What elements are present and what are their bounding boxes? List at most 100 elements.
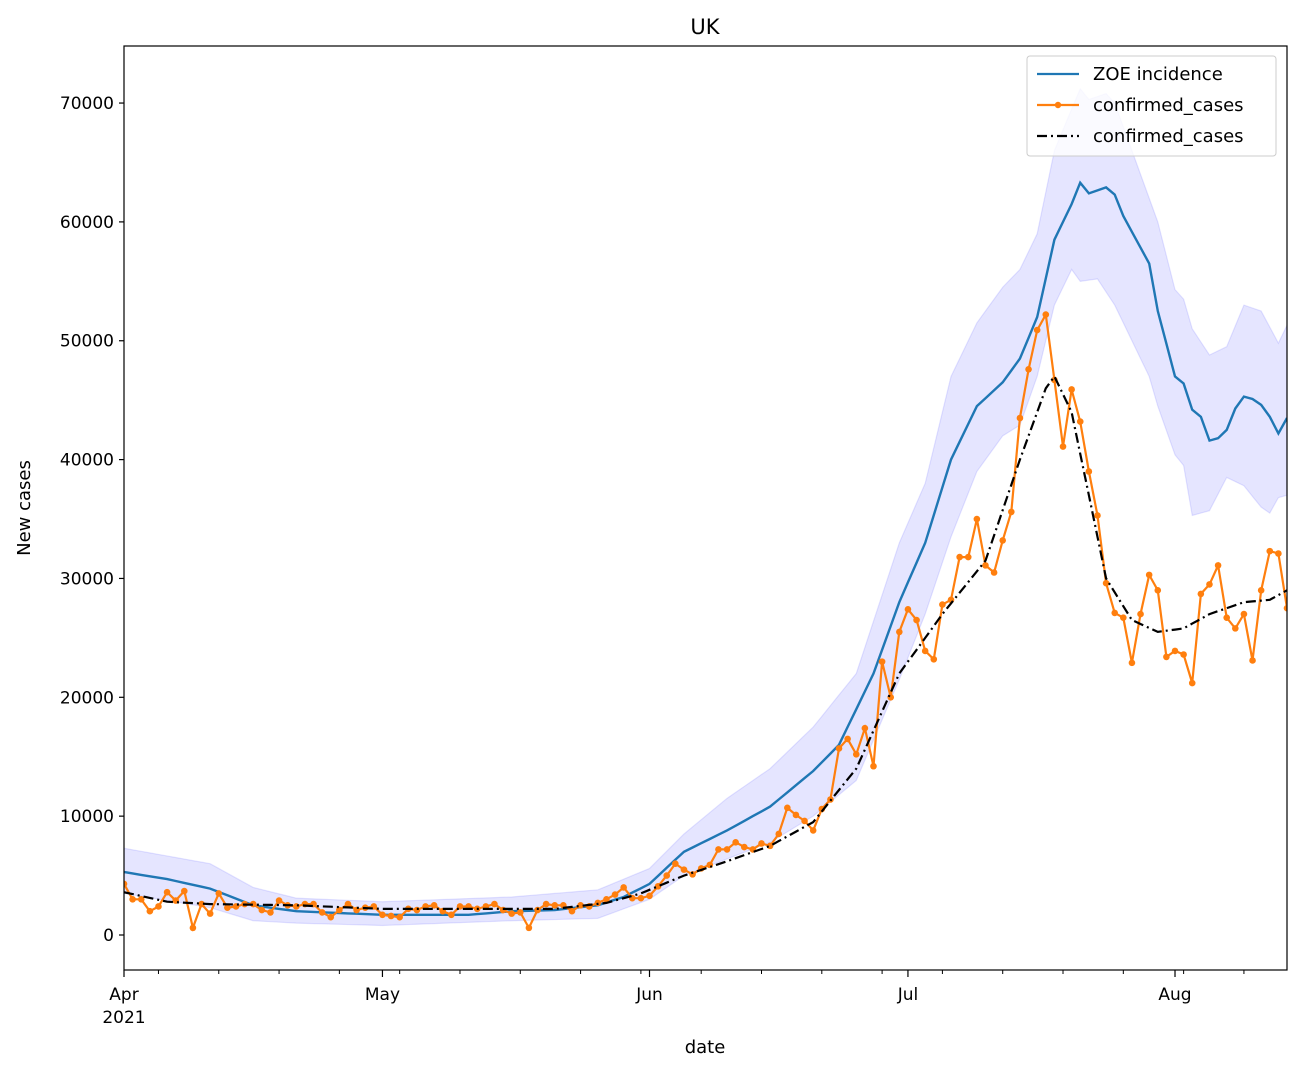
confirmed-cases-point bbox=[146, 907, 154, 915]
confirmed-cases-point bbox=[982, 562, 989, 569]
confirmed-cases-point bbox=[275, 897, 283, 904]
x-tick-label: Aug bbox=[1158, 985, 1191, 1005]
confirmed-cases-point bbox=[491, 900, 498, 908]
confirmed-cases-point bbox=[1214, 562, 1222, 569]
confirmed-cases-point bbox=[499, 906, 507, 914]
confirmed-cases-point bbox=[448, 911, 455, 919]
confirmed-cases-point bbox=[1163, 653, 1170, 661]
confirmed-cases-point bbox=[181, 887, 188, 895]
confirmed-cases-point bbox=[568, 907, 576, 915]
confirmed-cases-point bbox=[620, 884, 627, 891]
confirmed-cases-point bbox=[1094, 512, 1101, 519]
confirmed-cases-point bbox=[1076, 418, 1084, 425]
confirmed-cases-point bbox=[525, 924, 533, 932]
confirmed-cases-point bbox=[344, 900, 352, 908]
legend-label-zoe: ZOE incidence bbox=[1093, 64, 1223, 85]
y-tick-label: 50000 bbox=[60, 332, 114, 352]
y-tick-label: 70000 bbox=[60, 94, 114, 114]
legend-label-confirmed: confirmed_cases bbox=[1093, 95, 1244, 116]
confirmed-cases-point bbox=[1008, 508, 1015, 516]
y-tick-label: 60000 bbox=[60, 213, 114, 233]
confirmed-cases-point bbox=[129, 896, 136, 903]
confirmed-cases-point bbox=[353, 906, 360, 914]
confirmed-cases-point bbox=[1033, 326, 1041, 334]
plot-area bbox=[124, 87, 1287, 932]
confirmed-cases-point bbox=[956, 553, 963, 561]
confirmed-cases-point bbox=[939, 601, 946, 608]
confirmed-cases-point bbox=[1188, 679, 1196, 687]
zoe-interval-band bbox=[124, 87, 1287, 927]
y-axis: 0 10000 20000 30000 40000 50000 60000 70000 bbox=[60, 94, 124, 946]
confirmed-cases-point bbox=[809, 827, 817, 834]
confirmed-cases-point bbox=[542, 900, 550, 908]
confirmed-cases-point bbox=[137, 896, 145, 903]
x-tick-label: Jul bbox=[897, 985, 919, 1005]
series-group bbox=[124, 87, 1287, 932]
confirmed-cases-point bbox=[870, 762, 877, 770]
confirmed-cases-point bbox=[577, 901, 584, 909]
confirmed-cases-point bbox=[1275, 550, 1282, 557]
legend: ZOE incidence confirmed_cases confirmed_… bbox=[1026, 55, 1277, 157]
confirmed-cases-point bbox=[801, 817, 808, 825]
confirmed-cases-point bbox=[637, 894, 645, 902]
confirmed-cases-point bbox=[973, 515, 981, 523]
confirmed-cases-point bbox=[215, 890, 223, 897]
confirmed-cases-point bbox=[1249, 657, 1256, 664]
confirmed-cases-point bbox=[1137, 610, 1144, 618]
confirmed-cases-point bbox=[163, 888, 171, 896]
confirmed-cases-point bbox=[267, 909, 274, 916]
confirmed-cases-point bbox=[603, 896, 610, 903]
x-tick-label: Jun bbox=[635, 985, 663, 1005]
confirmed-cases-point bbox=[124, 880, 128, 888]
confirmed-cases-point bbox=[413, 906, 421, 914]
confirmed-cases-point bbox=[921, 647, 929, 655]
confirmed-cases-point bbox=[1085, 468, 1093, 475]
confirmed-cases-point bbox=[224, 904, 231, 911]
x-tick-label: May bbox=[365, 985, 400, 1005]
x-axis: Apr 2021 May Jun Jul Aug bbox=[102, 970, 1245, 1028]
confirmed-cases-smoothed-line bbox=[124, 374, 1287, 910]
y-tick-label: 0 bbox=[103, 926, 114, 946]
chart-title: UK bbox=[690, 15, 720, 39]
confirmed-cases-point bbox=[1257, 587, 1265, 594]
confirmed-cases-point bbox=[672, 860, 679, 867]
confirmed-cases-point bbox=[732, 838, 739, 846]
confirmed-cases-point bbox=[1068, 386, 1075, 393]
confirmed-cases-point bbox=[835, 745, 843, 752]
confirmed-cases-point bbox=[430, 901, 438, 909]
confirmed-cases-point bbox=[1128, 659, 1136, 667]
confirmed-cases-point bbox=[516, 909, 524, 916]
x-tick-label: Apr bbox=[109, 985, 138, 1005]
confirmed-cases-point bbox=[775, 830, 783, 838]
confirmed-cases-point bbox=[663, 872, 671, 879]
confirmed-cases-point bbox=[1102, 579, 1110, 587]
confirmed-cases-point bbox=[878, 658, 886, 665]
confirmed-cases-point bbox=[258, 906, 266, 914]
x-tick-sublabel: 2021 bbox=[102, 1008, 145, 1028]
confirmed-cases-point bbox=[396, 913, 403, 921]
y-tick-label: 10000 bbox=[60, 807, 114, 827]
confirmed-cases-point bbox=[715, 846, 722, 853]
confirmed-cases-point bbox=[1145, 571, 1153, 579]
confirmed-cases-point bbox=[1206, 581, 1213, 588]
confirmed-cases-point bbox=[1266, 547, 1274, 555]
confirmed-cases-point bbox=[611, 891, 619, 898]
confirmed-cases-point bbox=[896, 628, 903, 636]
confirmed-cases-point bbox=[758, 840, 765, 847]
confirmed-cases-point bbox=[1016, 414, 1024, 422]
confirmed-cases-point bbox=[1154, 587, 1162, 594]
legend-box bbox=[1026, 55, 1277, 157]
confirmed-cases-point bbox=[1283, 604, 1287, 612]
confirmed-cases-point bbox=[1197, 590, 1205, 598]
confirmed-cases-point bbox=[680, 866, 688, 873]
confirmed-cases-point bbox=[155, 903, 162, 910]
confirmed-cases-point bbox=[1059, 443, 1067, 450]
confirmed-cases-point bbox=[852, 751, 860, 758]
x-axis-label: date bbox=[685, 1037, 726, 1058]
confirmed-cases-point bbox=[861, 724, 869, 732]
y-tick-label: 40000 bbox=[60, 451, 114, 471]
confirmed-cases-point bbox=[318, 909, 326, 916]
confirmed-cases-point bbox=[387, 912, 395, 920]
confirmed-cases-point bbox=[1223, 614, 1230, 621]
